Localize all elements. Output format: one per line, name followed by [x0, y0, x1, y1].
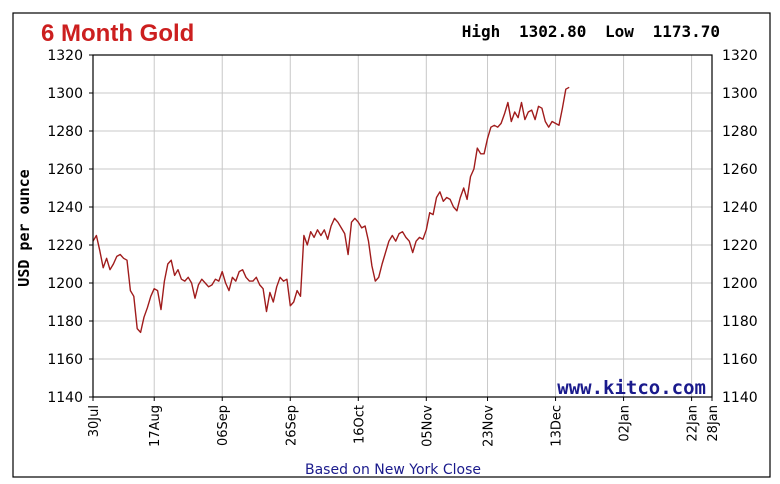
y-tick-label-left: 1200 [47, 276, 83, 292]
x-tick-label: 22Jan [686, 405, 701, 442]
y-tick-label-right: 1260 [722, 162, 758, 178]
plot-area-frame [92, 54, 713, 398]
y-tick-label-right: 1320 [722, 48, 758, 64]
y-axis-label: USD per ounce [15, 169, 33, 286]
y-tick-label-right: 1280 [722, 124, 758, 140]
high-low-readout: High 1302.80 Low 1173.70 [462, 22, 720, 41]
y-axis-left: 1140 1160 1180 1200 1220 1240 1260 1280 1300 1320 [47, 48, 83, 406]
low-value: 1173.70 [653, 22, 720, 41]
x-tick-label: 02Jan [618, 405, 633, 442]
y-tick-label-left: 1320 [47, 48, 83, 64]
x-tick-label: 16Oct [352, 405, 367, 444]
y-axis-right: 1140 1160 1180 1200 1220 1240 1260 1280 1300 1320 [722, 48, 758, 406]
x-tick-label: 23Nov [482, 405, 497, 447]
y-tick-label-right: 1140 [722, 390, 758, 406]
high-label: High [462, 22, 501, 41]
x-tick-label: 26Sep [284, 405, 299, 446]
chart-title: 6 Month Gold [41, 20, 194, 47]
y-tick-label-left: 1240 [47, 200, 83, 216]
y-tick-label-left: 1300 [47, 86, 83, 102]
y-tick-label-left: 1180 [47, 314, 83, 330]
chart-footer: Based on New York Close [305, 462, 481, 478]
y-tick-label-right: 1240 [722, 200, 758, 216]
x-tick-label: 30Jul [87, 405, 102, 437]
y-tick-label-left: 1260 [47, 162, 83, 178]
x-tick-label: 13Dec [550, 405, 565, 447]
y-tick-label-right: 1300 [722, 86, 758, 102]
x-tick-label: 17Aug [148, 405, 163, 447]
y-tick-label-right: 1200 [722, 276, 758, 292]
y-tick-label-right: 1160 [722, 352, 758, 368]
high-value: 1302.80 [519, 22, 586, 41]
y-tick-label-left: 1140 [47, 390, 83, 406]
x-tick-label: 05Nov [420, 405, 435, 447]
y-tick-label-left: 1220 [47, 238, 83, 254]
y-tick-label-left: 1160 [47, 352, 83, 368]
chart-outer-frame [12, 12, 771, 478]
x-axis: 30Jul 17Aug 06Sep 26Sep 16Oct 05Nov 23Nov 13Dec… [87, 405, 721, 447]
y-tick-label-left: 1280 [47, 124, 83, 140]
source-watermark: www.kitco.com [557, 377, 706, 399]
y-tick-label-right: 1180 [722, 314, 758, 330]
x-tick-label: 06Sep [216, 405, 231, 446]
series-line-gold [92, 86, 570, 334]
y-tick-label-right: 1220 [722, 238, 758, 254]
x-tick-label: 28Jan [706, 405, 721, 442]
low-label: Low [605, 22, 634, 41]
